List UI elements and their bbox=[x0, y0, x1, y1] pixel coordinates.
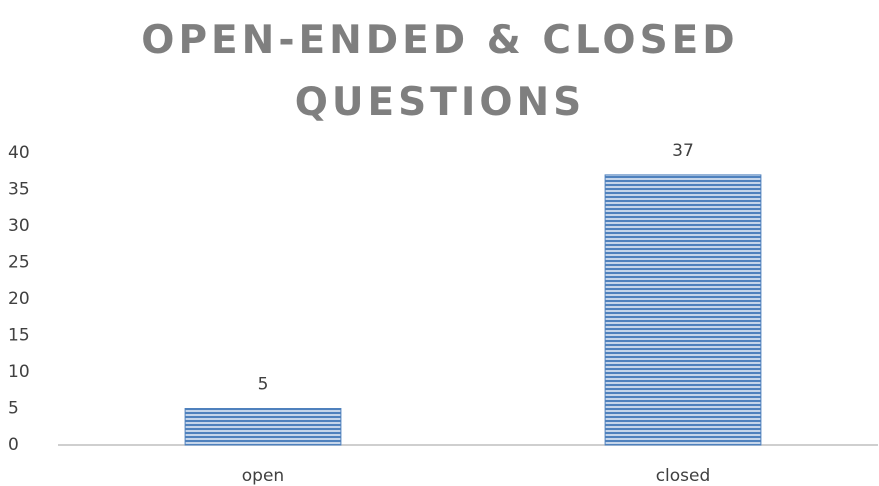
y-tick-label: 10 bbox=[8, 362, 30, 382]
y-tick-label: 25 bbox=[8, 253, 30, 273]
y-tick-label: 20 bbox=[8, 289, 30, 309]
bar bbox=[604, 174, 762, 446]
y-tick-label: 35 bbox=[8, 180, 30, 200]
y-tick-label: 0 bbox=[8, 435, 19, 455]
data-label: 37 bbox=[672, 141, 694, 161]
x-tick-label: closed bbox=[656, 466, 711, 486]
x-tick-label: open bbox=[242, 466, 284, 486]
y-tick-label: 5 bbox=[8, 399, 19, 419]
chart-title: OPEN-ENDED & CLOSED QUESTIONS bbox=[141, 18, 739, 125]
bar bbox=[184, 408, 342, 446]
data-label: 5 bbox=[258, 375, 269, 395]
y-tick-label: 40 bbox=[8, 143, 30, 163]
y-tick-label: 15 bbox=[8, 326, 30, 346]
y-tick-label: 30 bbox=[8, 216, 30, 236]
